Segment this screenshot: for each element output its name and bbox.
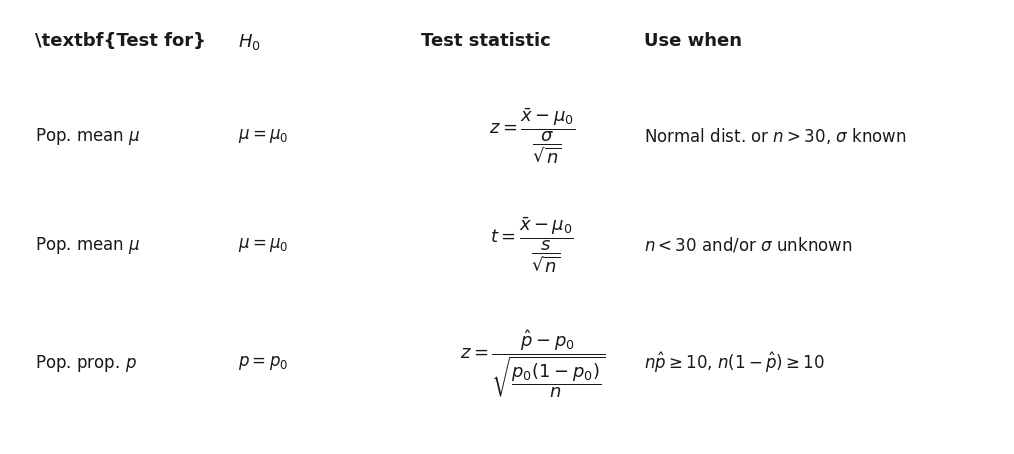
Text: Test statistic: Test statistic [421, 32, 551, 50]
Text: $t = \dfrac{\bar{x} - \mu_0}{\dfrac{s}{\sqrt{n}}}$: $t = \dfrac{\bar{x} - \mu_0}{\dfrac{s}{\… [491, 216, 574, 274]
Text: $n < 30$ and/or $\sigma$ unknown: $n < 30$ and/or $\sigma$ unknown [644, 236, 853, 255]
Text: $H_0$: $H_0$ [238, 32, 261, 52]
Text: Use when: Use when [644, 32, 742, 50]
Text: Normal dist. or $n > 30$, $\sigma$ known: Normal dist. or $n > 30$, $\sigma$ known [644, 126, 907, 146]
Text: $p = p_0$: $p = p_0$ [238, 354, 288, 372]
Text: $\mu = \mu_0$: $\mu = \mu_0$ [238, 236, 289, 254]
Text: $z = \dfrac{\hat{p} - p_0}{\sqrt{\dfrac{p_0(1-p_0)}{n}}}$: $z = \dfrac{\hat{p} - p_0}{\sqrt{\dfrac{… [459, 328, 605, 399]
Text: Pop. mean $\mu$: Pop. mean $\mu$ [35, 126, 141, 147]
Text: $z = \dfrac{\bar{x} - \mu_0}{\dfrac{\sigma}{\sqrt{n}}}$: $z = \dfrac{\bar{x} - \mu_0}{\dfrac{\sig… [489, 107, 576, 165]
Text: $n\hat{p} \geq 10$, $n(1 - \hat{p}) \geq 10$: $n\hat{p} \geq 10$, $n(1 - \hat{p}) \geq… [644, 351, 824, 375]
Text: Pop. mean $\mu$: Pop. mean $\mu$ [35, 235, 141, 256]
Text: \textbf{Test for}: \textbf{Test for} [35, 32, 207, 50]
Text: Pop. prop. $p$: Pop. prop. $p$ [35, 353, 137, 374]
Text: $\mu = \mu_0$: $\mu = \mu_0$ [238, 127, 289, 145]
